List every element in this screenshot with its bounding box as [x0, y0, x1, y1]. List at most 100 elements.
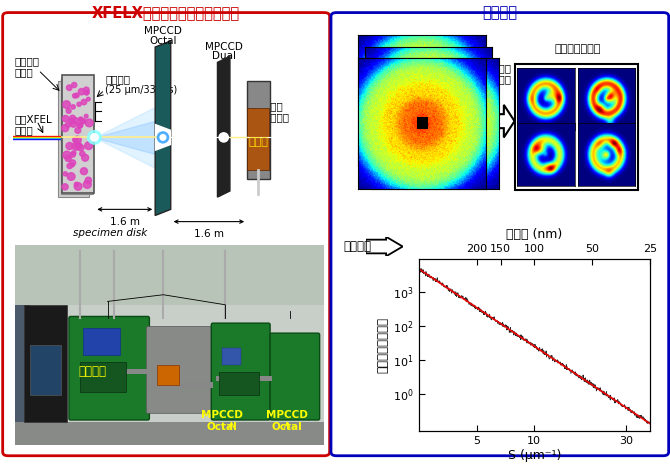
Text: スキャン: スキャン: [105, 74, 130, 84]
Text: 円環平均: 円環平均: [344, 240, 372, 253]
Circle shape: [63, 172, 68, 176]
Circle shape: [70, 160, 76, 165]
Polygon shape: [366, 237, 403, 256]
Circle shape: [160, 135, 165, 140]
FancyBboxPatch shape: [219, 371, 259, 395]
FancyBboxPatch shape: [15, 305, 30, 422]
Circle shape: [78, 145, 84, 151]
Circle shape: [85, 177, 92, 184]
Circle shape: [88, 130, 101, 144]
Text: 水和凍結: 水和凍結: [15, 56, 40, 66]
Circle shape: [85, 119, 93, 127]
Circle shape: [70, 152, 75, 157]
Text: 減衰板: 減衰板: [248, 137, 268, 147]
Circle shape: [72, 94, 77, 98]
Circle shape: [66, 109, 71, 113]
FancyBboxPatch shape: [417, 117, 428, 129]
Polygon shape: [218, 56, 230, 197]
Circle shape: [71, 105, 75, 109]
Circle shape: [77, 102, 81, 106]
Circle shape: [84, 87, 89, 93]
Circle shape: [66, 85, 72, 90]
FancyBboxPatch shape: [216, 376, 271, 381]
FancyBboxPatch shape: [247, 81, 271, 179]
Polygon shape: [155, 41, 171, 215]
Circle shape: [157, 132, 169, 143]
Circle shape: [90, 134, 98, 141]
Circle shape: [62, 116, 69, 122]
Circle shape: [70, 163, 74, 167]
Circle shape: [62, 184, 68, 190]
FancyBboxPatch shape: [80, 362, 126, 391]
Polygon shape: [490, 105, 515, 137]
Circle shape: [69, 118, 74, 124]
Text: MPCCD: MPCCD: [144, 27, 182, 36]
Circle shape: [74, 93, 79, 98]
Circle shape: [86, 97, 90, 101]
FancyBboxPatch shape: [222, 348, 241, 365]
Circle shape: [78, 89, 84, 95]
Text: X線回折パターン: X線回折パターン: [395, 44, 449, 54]
Text: XFELX線回折イメージング実験: XFELX線回折イメージング実験: [92, 6, 241, 21]
Text: (25 μm/33 ms): (25 μm/33 ms): [105, 84, 178, 95]
FancyBboxPatch shape: [69, 316, 149, 420]
X-axis label: 分解能 (nm): 分解能 (nm): [507, 228, 562, 241]
FancyBboxPatch shape: [24, 305, 68, 422]
Circle shape: [67, 164, 72, 169]
Circle shape: [63, 101, 70, 109]
Y-axis label: 円環平均回折強度: 円環平均回折強度: [376, 317, 389, 373]
FancyBboxPatch shape: [92, 369, 148, 374]
FancyBboxPatch shape: [58, 81, 89, 197]
Circle shape: [83, 180, 91, 188]
Circle shape: [66, 143, 73, 150]
FancyBboxPatch shape: [270, 333, 320, 420]
Text: Octal: Octal: [149, 35, 177, 46]
Circle shape: [81, 120, 85, 123]
Circle shape: [80, 168, 88, 175]
Circle shape: [84, 142, 92, 150]
Circle shape: [70, 121, 76, 127]
Circle shape: [70, 115, 76, 121]
Circle shape: [75, 128, 80, 133]
FancyBboxPatch shape: [30, 345, 61, 395]
FancyBboxPatch shape: [15, 422, 324, 445]
Circle shape: [65, 155, 72, 162]
Text: 1.6 m: 1.6 m: [110, 217, 140, 227]
Circle shape: [62, 124, 69, 131]
Text: 構造解析: 構造解析: [482, 6, 517, 21]
Circle shape: [84, 91, 89, 95]
FancyBboxPatch shape: [211, 323, 270, 420]
FancyBboxPatch shape: [15, 245, 324, 445]
Circle shape: [74, 183, 82, 190]
Text: 集光XFEL: 集光XFEL: [15, 115, 53, 124]
Circle shape: [78, 117, 82, 121]
Circle shape: [80, 151, 85, 157]
X-axis label: S (μm⁻¹): S (μm⁻¹): [508, 449, 561, 462]
Text: specimen disk: specimen disk: [73, 228, 147, 239]
FancyBboxPatch shape: [62, 78, 92, 194]
Circle shape: [78, 117, 83, 122]
Circle shape: [77, 122, 82, 128]
Text: 細胞核: 細胞核: [15, 67, 34, 77]
Text: Dual: Dual: [212, 51, 236, 61]
Circle shape: [76, 143, 80, 146]
Circle shape: [72, 82, 77, 88]
FancyBboxPatch shape: [62, 75, 94, 192]
Polygon shape: [155, 123, 171, 151]
Text: ストップ: ストップ: [264, 112, 289, 122]
Circle shape: [67, 173, 75, 180]
Circle shape: [72, 117, 78, 123]
Circle shape: [82, 154, 88, 161]
Circle shape: [78, 123, 82, 128]
Circle shape: [72, 137, 78, 142]
Text: 投影電子密度図: 投影電子密度図: [554, 44, 601, 54]
Circle shape: [72, 142, 80, 150]
FancyBboxPatch shape: [83, 328, 120, 355]
Circle shape: [84, 114, 88, 118]
Circle shape: [74, 182, 78, 186]
FancyBboxPatch shape: [151, 382, 213, 388]
Circle shape: [63, 151, 71, 159]
Text: 高砂六号: 高砂六号: [78, 365, 106, 378]
Circle shape: [81, 99, 86, 105]
FancyBboxPatch shape: [157, 365, 179, 385]
